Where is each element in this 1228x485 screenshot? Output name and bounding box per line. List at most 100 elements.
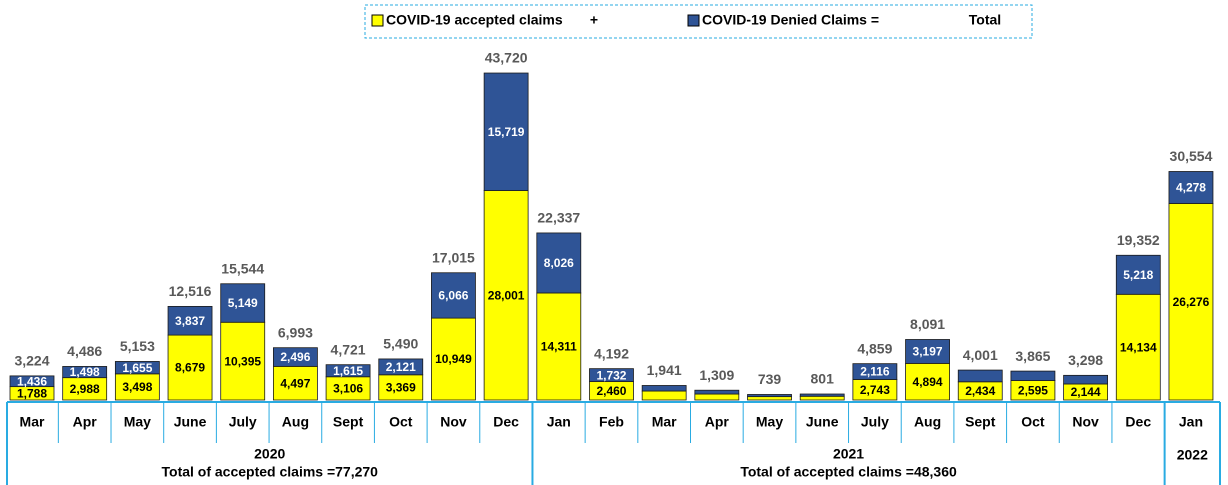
- data-label: 3,498: [122, 380, 152, 394]
- data-label: 2,116: [860, 365, 890, 379]
- x-tick-label: Dec: [493, 414, 519, 430]
- bar-segment: [536, 232, 582, 294]
- bar-segment: [483, 72, 529, 191]
- x-tick-label: Jan: [1179, 414, 1203, 430]
- total-label: 15,544: [221, 260, 264, 276]
- total-label: 4,721: [331, 341, 366, 357]
- bar-segment: [1063, 374, 1108, 385]
- data-label: 6,066: [438, 289, 468, 303]
- bar-segment: [694, 389, 740, 395]
- group-label: 2020: [254, 446, 285, 462]
- bar-segment: [431, 272, 476, 319]
- bar-segment: [9, 375, 55, 388]
- total-label: 801: [811, 371, 835, 387]
- bar-segment: [1168, 203, 1214, 401]
- x-tick-label: Oct: [1021, 414, 1045, 430]
- bar-segment: [62, 366, 108, 379]
- total-label: 1,941: [647, 362, 682, 378]
- bar-segment: [905, 339, 950, 364]
- x-tick-label: Sept: [333, 414, 364, 430]
- x-tick-label: Jan: [547, 414, 571, 430]
- bar-segment: [167, 334, 213, 401]
- data-label: 2,144: [1071, 385, 1101, 399]
- data-label: 2,434: [965, 384, 995, 398]
- bar-segment: [220, 283, 266, 323]
- bar-segment: [378, 374, 424, 401]
- total-label: 43,720: [485, 50, 528, 66]
- data-label: 2,460: [596, 384, 626, 398]
- data-label: 2,988: [70, 382, 100, 396]
- total-label: 5,490: [383, 336, 418, 352]
- bar-segment: [114, 361, 160, 375]
- total-label: 3,224: [14, 353, 49, 369]
- data-label: 8,679: [175, 361, 205, 375]
- x-tick-label: Apr: [73, 414, 98, 430]
- bar-segment: [641, 390, 687, 401]
- data-label: 15,719: [488, 125, 525, 139]
- data-label: 1,788: [17, 386, 47, 400]
- bar-segment: [957, 369, 1003, 383]
- bar-segment: [1168, 171, 1214, 204]
- group-label: 2021: [833, 446, 864, 462]
- data-label: 2,496: [280, 350, 310, 364]
- data-label: 1,498: [70, 365, 100, 379]
- data-label: 10,949: [435, 352, 472, 366]
- x-tick-label: May: [756, 414, 783, 430]
- bar-segment: [272, 347, 318, 367]
- data-label: 3,837: [175, 314, 205, 328]
- data-label: 3,106: [333, 382, 363, 396]
- bar-segment: [378, 358, 424, 376]
- legend-label: COVID-19 accepted claims: [386, 12, 563, 28]
- data-label: 2,743: [860, 383, 890, 397]
- total-label: 22,337: [537, 210, 580, 226]
- group-note: Total of accepted claims =48,360: [740, 464, 957, 480]
- total-label: 1,309: [699, 367, 734, 383]
- data-label: 4,894: [913, 375, 943, 389]
- data-label: 4,278: [1176, 181, 1206, 195]
- data-label: 1,615: [333, 364, 363, 378]
- total-label: 5,153: [120, 338, 155, 354]
- total-label: 739: [758, 371, 782, 387]
- data-label: 8,026: [544, 256, 574, 270]
- x-tick-label: Sept: [965, 414, 996, 430]
- bar-segment: [1115, 293, 1161, 401]
- x-tick-label: May: [124, 414, 151, 430]
- bar-segment: [167, 305, 213, 336]
- group-note: Total of accepted claims =77,270: [162, 464, 379, 480]
- x-tick-label: Aug: [282, 414, 309, 430]
- data-label: 3,369: [386, 381, 416, 395]
- x-tick-label: Mar: [652, 414, 677, 430]
- bar-segment: [641, 385, 687, 392]
- data-label: 14,134: [1120, 340, 1157, 354]
- legend-label: COVID-19 Denied Claims =: [702, 12, 879, 28]
- x-tick-label: June: [806, 414, 839, 430]
- data-label: 2,121: [386, 360, 416, 374]
- x-tick-label: Feb: [599, 414, 624, 430]
- bar-segment: [799, 393, 845, 397]
- bar-segment: [325, 364, 371, 378]
- x-tick-label: July: [861, 414, 889, 430]
- total-label: 4,001: [963, 347, 998, 363]
- total-label: 12,516: [169, 283, 212, 299]
- total-label: 3,298: [1068, 352, 1103, 368]
- data-label: 1,732: [596, 368, 626, 382]
- total-label: 6,993: [278, 324, 313, 340]
- data-label: 2,595: [1018, 383, 1048, 397]
- bar-segment: [905, 362, 950, 401]
- bar-segment: [536, 292, 582, 401]
- x-tick-label: Aug: [914, 414, 941, 430]
- bar-segment: [220, 321, 266, 401]
- group-label: 2022: [1177, 447, 1208, 463]
- bar-segment: [799, 395, 845, 401]
- data-label: 26,276: [1173, 295, 1210, 309]
- x-tick-label: Nov: [1072, 414, 1099, 430]
- bar-segment: [694, 393, 740, 401]
- bar-segment: [852, 363, 898, 380]
- x-tick-label: Dec: [1125, 414, 1151, 430]
- data-label: 1,655: [122, 361, 152, 375]
- bar-segment: [1115, 254, 1161, 295]
- data-label: 5,149: [228, 296, 258, 310]
- total-label: 3,865: [1015, 348, 1050, 364]
- x-tick-label: June: [174, 414, 207, 430]
